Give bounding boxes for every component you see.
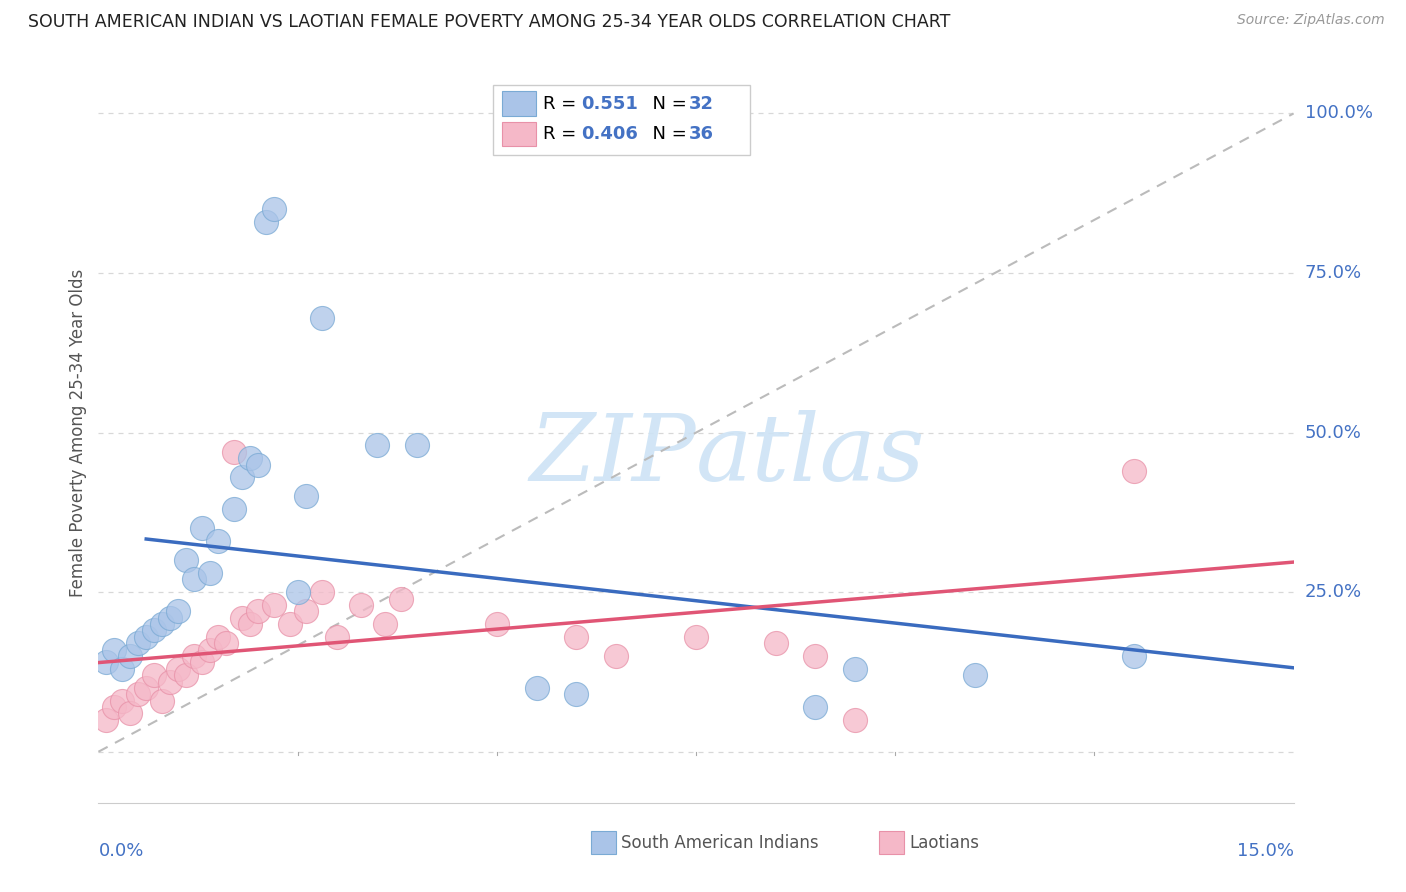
Point	[294, 604, 316, 618]
Point	[287, 585, 309, 599]
Point	[143, 624, 166, 638]
Point	[231, 470, 253, 484]
Point	[239, 617, 262, 632]
Point	[167, 604, 190, 618]
Point	[207, 534, 229, 549]
Text: Source: ZipAtlas.com: Source: ZipAtlas.com	[1237, 13, 1385, 28]
Point	[765, 636, 787, 650]
Text: 0.0%: 0.0%	[98, 842, 143, 860]
Point	[844, 713, 866, 727]
Point	[311, 585, 333, 599]
Text: 0.406: 0.406	[581, 125, 638, 144]
Point	[191, 521, 214, 535]
Point	[198, 642, 221, 657]
Point	[127, 636, 149, 650]
Point	[96, 713, 118, 727]
Text: SOUTH AMERICAN INDIAN VS LAOTIAN FEMALE POVERTY AMONG 25-34 YEAR OLDS CORRELATIO: SOUTH AMERICAN INDIAN VS LAOTIAN FEMALE …	[28, 13, 950, 31]
Point	[207, 630, 229, 644]
Point	[406, 438, 429, 452]
Point	[374, 617, 396, 632]
Point	[231, 611, 253, 625]
Text: N =: N =	[641, 95, 693, 113]
Text: R =: R =	[543, 125, 582, 144]
Point	[366, 438, 388, 452]
Point	[246, 458, 269, 472]
Point	[254, 215, 277, 229]
Point	[96, 656, 118, 670]
Point	[263, 202, 285, 217]
Text: 75.0%: 75.0%	[1305, 264, 1362, 282]
FancyBboxPatch shape	[494, 85, 749, 155]
Point	[804, 700, 827, 714]
Point	[143, 668, 166, 682]
Point	[120, 706, 142, 721]
Point	[311, 310, 333, 325]
Text: Laotians: Laotians	[910, 834, 980, 852]
Point	[246, 604, 269, 618]
Text: N =: N =	[641, 125, 693, 144]
Point	[326, 630, 349, 644]
Point	[350, 598, 373, 612]
Point	[191, 656, 214, 670]
Text: 25.0%: 25.0%	[1305, 583, 1362, 601]
Point	[183, 573, 205, 587]
Point	[159, 611, 181, 625]
Point	[127, 687, 149, 701]
Point	[1123, 464, 1146, 478]
Point	[111, 662, 134, 676]
Point	[526, 681, 548, 695]
Point	[103, 642, 125, 657]
Point	[222, 502, 245, 516]
Point	[135, 681, 157, 695]
Text: atlas: atlas	[696, 409, 925, 500]
Text: 15.0%: 15.0%	[1236, 842, 1294, 860]
FancyBboxPatch shape	[502, 121, 536, 146]
Point	[159, 674, 181, 689]
Text: 100.0%: 100.0%	[1305, 104, 1372, 122]
Point	[804, 648, 827, 663]
Text: South American Indians: South American Indians	[621, 834, 820, 852]
Text: R =: R =	[543, 95, 582, 113]
Point	[963, 668, 986, 682]
Point	[1123, 648, 1146, 663]
Point	[120, 648, 142, 663]
FancyBboxPatch shape	[502, 91, 536, 116]
Text: 36: 36	[689, 125, 714, 144]
Point	[685, 630, 707, 644]
Text: 32: 32	[689, 95, 714, 113]
Point	[150, 694, 173, 708]
Point	[263, 598, 285, 612]
Point	[135, 630, 157, 644]
Point	[278, 617, 301, 632]
Point	[485, 617, 508, 632]
Y-axis label: Female Poverty Among 25-34 Year Olds: Female Poverty Among 25-34 Year Olds	[69, 268, 87, 597]
Text: ZIP: ZIP	[529, 409, 696, 500]
Point	[111, 694, 134, 708]
Point	[183, 648, 205, 663]
Point	[605, 648, 627, 663]
Point	[565, 687, 588, 701]
Text: 0.551: 0.551	[581, 95, 638, 113]
Point	[565, 630, 588, 644]
Text: 50.0%: 50.0%	[1305, 424, 1361, 442]
Point	[150, 617, 173, 632]
Point	[294, 490, 316, 504]
Point	[389, 591, 412, 606]
Point	[167, 662, 190, 676]
Point	[174, 668, 197, 682]
Point	[198, 566, 221, 580]
Point	[174, 553, 197, 567]
Point	[239, 451, 262, 466]
Point	[103, 700, 125, 714]
Point	[844, 662, 866, 676]
Point	[215, 636, 238, 650]
Point	[222, 444, 245, 458]
